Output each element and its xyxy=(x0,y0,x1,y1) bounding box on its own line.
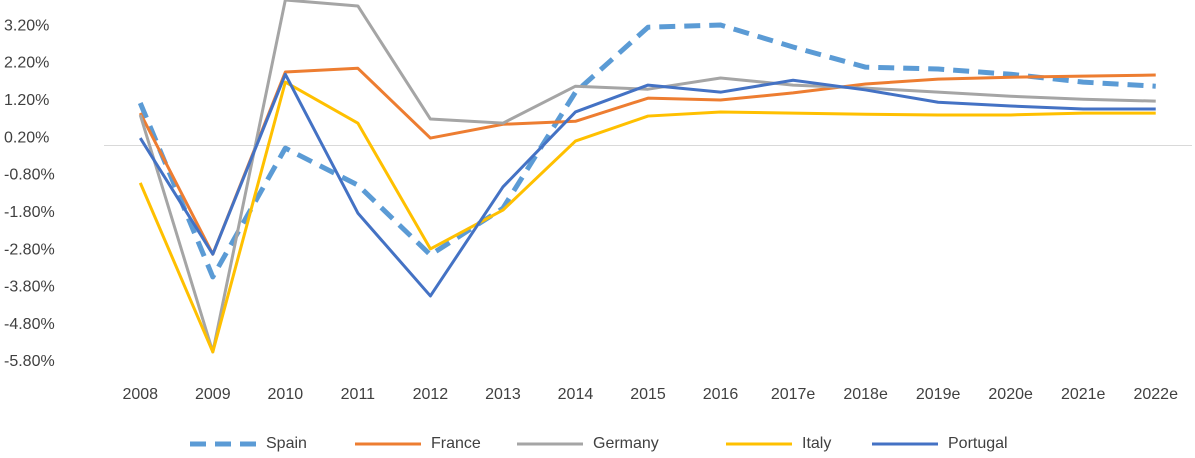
x-tick-label: 2019e xyxy=(916,386,961,403)
x-tick-label: 2022e xyxy=(1133,386,1178,403)
legend-label: Spain xyxy=(266,435,307,452)
legend-label: Italy xyxy=(802,435,831,452)
y-tick-label: -5.80% xyxy=(4,353,55,370)
x-tick-label: 2010 xyxy=(268,386,304,403)
x-tick-label: 2016 xyxy=(703,386,739,403)
x-tick-label: 2009 xyxy=(195,386,231,403)
line-series xyxy=(138,80,1156,354)
line-series xyxy=(138,66,1156,256)
line-series xyxy=(138,0,1156,354)
x-tick-label: 2021e xyxy=(1061,386,1106,403)
y-tick-label: -2.80% xyxy=(4,241,55,258)
x-tick-label: 2013 xyxy=(485,386,521,403)
legend-label: Portugal xyxy=(948,435,1008,452)
y-tick-label: -3.80% xyxy=(4,279,55,296)
x-tick-label: 2015 xyxy=(630,386,666,403)
x-tick-label: 2012 xyxy=(413,386,449,403)
x-tick-label: 2014 xyxy=(558,386,594,403)
x-tick-label: 2020e xyxy=(988,386,1033,403)
y-tick-label: -4.80% xyxy=(4,316,55,333)
y-tick-label: -0.80% xyxy=(4,167,55,184)
line-series xyxy=(137,22,1156,280)
y-tick-label: -1.80% xyxy=(4,204,55,221)
y-tick-label: 1.20% xyxy=(4,92,49,109)
legend-label: Germany xyxy=(593,435,659,452)
y-tick-label: 0.20% xyxy=(4,129,49,146)
legend-label: France xyxy=(431,435,481,452)
line-series xyxy=(138,72,1156,298)
y-tick-label: 2.20% xyxy=(4,55,49,72)
y-tick-label: 3.20% xyxy=(4,17,49,34)
x-tick-label: 2008 xyxy=(122,386,158,403)
x-tick-label: 2011 xyxy=(341,386,376,403)
x-tick-label: 2018e xyxy=(843,386,888,403)
x-tick-label: 2017e xyxy=(771,386,816,403)
